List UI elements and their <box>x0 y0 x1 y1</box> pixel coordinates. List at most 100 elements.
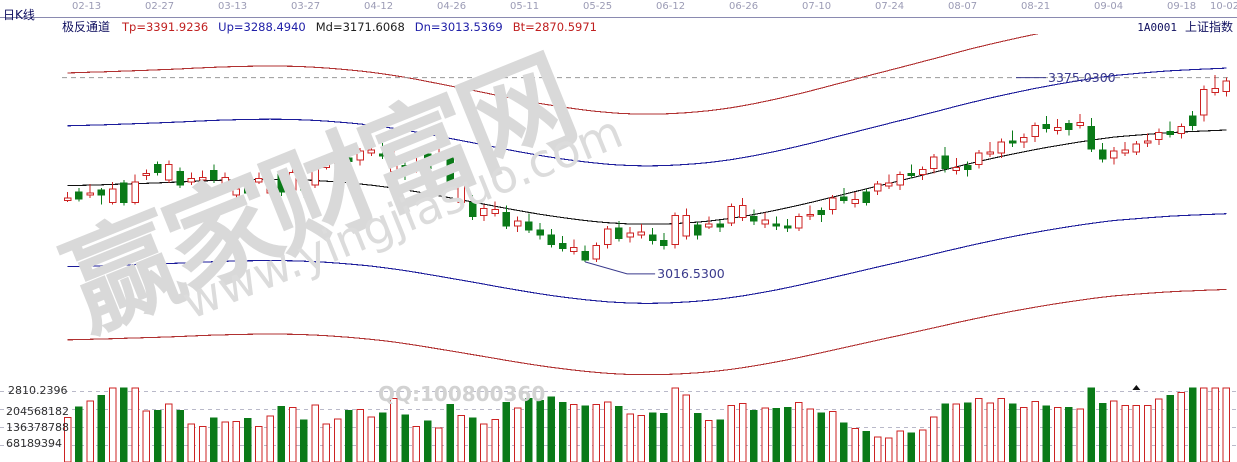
volume-bar[interactable] <box>300 419 308 462</box>
candlestick[interactable] <box>604 225 612 249</box>
volume-bar[interactable] <box>1189 387 1197 462</box>
volume-bar[interactable] <box>649 412 657 462</box>
volume-bar[interactable] <box>424 420 432 462</box>
candlestick[interactable] <box>322 159 331 170</box>
volume-bar[interactable] <box>356 409 364 462</box>
volume-bar[interactable] <box>1211 387 1219 462</box>
candlestick[interactable] <box>1177 123 1185 139</box>
volume-bar[interactable] <box>739 402 747 462</box>
volume-bar[interactable] <box>637 415 646 462</box>
volume-bar[interactable] <box>829 411 837 462</box>
volume-bar[interactable] <box>896 430 904 462</box>
candlestick[interactable] <box>277 169 286 197</box>
volume-bar[interactable] <box>1222 387 1230 462</box>
candlestick[interactable] <box>109 181 117 205</box>
volume-bar[interactable] <box>1065 407 1073 462</box>
candlestick[interactable] <box>784 218 792 233</box>
volume-bar[interactable] <box>716 419 724 462</box>
volume-bar[interactable] <box>806 408 814 462</box>
candlestick[interactable] <box>930 154 938 174</box>
candlestick[interactable] <box>142 169 150 180</box>
volume-bar[interactable] <box>1166 395 1174 462</box>
candlestick[interactable] <box>885 174 893 189</box>
candlestick[interactable] <box>379 142 387 160</box>
volume-bar[interactable] <box>199 426 207 462</box>
candlestick[interactable] <box>694 221 702 240</box>
candlestick[interactable] <box>345 146 353 165</box>
candlestick[interactable] <box>1200 85 1208 122</box>
candlestick[interactable] <box>1054 119 1062 135</box>
price-chart-pane[interactable] <box>0 34 1237 383</box>
candlestick[interactable] <box>952 158 961 175</box>
candlestick[interactable] <box>469 195 477 220</box>
candlestick[interactable] <box>1087 118 1095 152</box>
volume-bar[interactable] <box>1200 387 1208 462</box>
candlestick[interactable] <box>739 198 747 221</box>
volume-bar[interactable] <box>1009 403 1017 462</box>
volume-bar[interactable] <box>311 404 319 462</box>
candlestick[interactable] <box>716 219 724 233</box>
volume-bar[interactable] <box>401 414 409 462</box>
volume-bar[interactable] <box>75 406 83 462</box>
volume-bar[interactable] <box>1132 404 1140 462</box>
volume-bar[interactable] <box>694 413 702 462</box>
volume-bar[interactable] <box>469 417 477 462</box>
volume-bar[interactable] <box>412 425 421 462</box>
candlestick[interactable] <box>570 239 578 255</box>
candlestick[interactable] <box>615 220 623 242</box>
candlestick[interactable] <box>435 142 443 163</box>
volume-bar[interactable] <box>862 431 871 462</box>
candlestick[interactable] <box>120 179 128 206</box>
candlestick[interactable] <box>232 182 240 199</box>
candlestick[interactable] <box>840 188 848 204</box>
candlestick[interactable] <box>547 229 556 248</box>
volume-bar[interactable] <box>491 418 499 462</box>
volume-bar[interactable] <box>1177 392 1185 462</box>
volume-bar[interactable] <box>1042 405 1050 462</box>
volume-bar[interactable] <box>727 404 736 462</box>
candlestick[interactable] <box>390 145 398 176</box>
candlestick[interactable] <box>244 177 252 196</box>
candlestick[interactable] <box>592 242 601 262</box>
volume-bar[interactable] <box>334 418 342 462</box>
volume-bar[interactable] <box>480 423 488 462</box>
volume-bar[interactable] <box>975 397 983 462</box>
volume-bar[interactable] <box>615 405 623 462</box>
volume-bar[interactable] <box>322 423 331 462</box>
volume-bar[interactable] <box>266 415 274 462</box>
volume-bar[interactable] <box>1155 398 1163 462</box>
volume-bar[interactable] <box>97 394 105 462</box>
volume-bar[interactable] <box>232 421 240 462</box>
volume-bar[interactable] <box>64 416 72 462</box>
volume-bar[interactable] <box>761 407 769 462</box>
candlestick[interactable] <box>86 183 94 199</box>
candlestick[interactable] <box>334 156 342 169</box>
candlestick[interactable] <box>367 143 376 157</box>
volume-bar[interactable] <box>446 403 454 462</box>
candlestick[interactable] <box>1110 146 1118 165</box>
volume-bar[interactable] <box>1110 400 1118 462</box>
volume-bar[interactable] <box>604 401 612 462</box>
candlestick[interactable] <box>221 172 229 188</box>
candlestick[interactable] <box>795 213 803 232</box>
candlestick[interactable] <box>626 227 634 243</box>
candlestick[interactable] <box>964 161 972 177</box>
volume-bar[interactable] <box>705 420 713 462</box>
candlestick[interactable] <box>750 209 758 225</box>
candlestick[interactable] <box>772 216 781 231</box>
volume-bar[interactable] <box>1076 408 1084 462</box>
candlestick[interactable] <box>1155 128 1163 145</box>
candlestick[interactable] <box>986 141 994 158</box>
candlestick[interactable] <box>975 150 983 169</box>
volume-bar[interactable] <box>547 396 556 462</box>
volume-bar[interactable] <box>671 387 679 462</box>
volume-bar[interactable] <box>154 409 162 462</box>
volume-bar[interactable] <box>187 423 195 462</box>
candlestick[interactable] <box>1222 77 1230 97</box>
volume-bar[interactable] <box>502 401 511 462</box>
volume-bar[interactable] <box>907 432 916 462</box>
candlestick[interactable] <box>255 172 263 184</box>
candlestick[interactable] <box>671 212 679 249</box>
volume-bar[interactable] <box>289 406 297 462</box>
volume-bar[interactable] <box>784 406 792 462</box>
